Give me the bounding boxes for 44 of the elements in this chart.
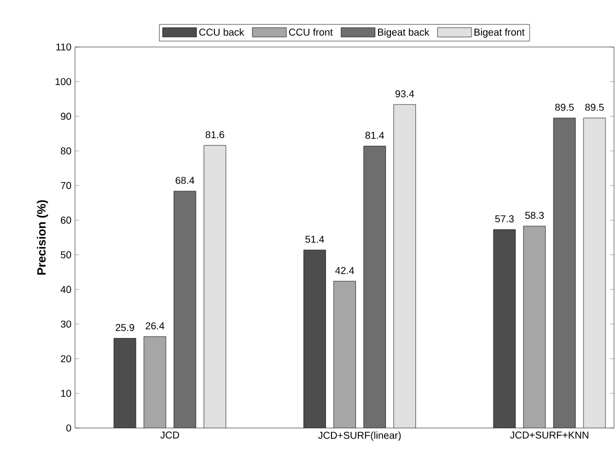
bar [393,104,416,428]
data-label: 93.4 [395,90,414,98]
y-tick-label: 50 [60,251,72,258]
y-tick-label: 0 [66,424,72,432]
legend-label: Bigeat back [378,28,430,38]
legend-label: CCU back [199,28,244,36]
bar [204,145,226,428]
bar [523,226,546,428]
bar [553,118,576,428]
data-label: 25.9 [116,324,134,332]
y-tick-label: 80 [60,147,72,154]
data-label: 58.3 [525,212,544,219]
y-tick-label: 100 [56,78,72,86]
data-label: 26.4 [146,322,164,330]
y-tick-label: 30 [60,320,72,328]
data-label: 68.4 [176,176,194,184]
y-tick-label: 90 [60,112,72,120]
bar [583,118,606,428]
bar [114,338,136,428]
x-tick-label: JCD+SURF+KNN [510,432,588,439]
y-tick-label: 60 [60,216,72,224]
bar [363,146,386,428]
bar [493,229,516,428]
data-label: 89.5 [555,104,574,111]
data-label: 81.4 [365,132,384,139]
y-axis-title: Precision (%) [36,200,48,275]
y-tick-label: 10 [61,390,72,397]
y-tick-label: 110 [56,43,72,51]
data-label: 81.6 [206,131,224,138]
bar [144,336,166,428]
y-tick-label: 40 [60,286,72,293]
y-tick-label: 70 [60,182,72,190]
x-tick-label: JCD [160,432,180,439]
data-label: 57.3 [495,215,514,222]
x-tick-label: JCD+SURF(linear) [318,432,401,441]
bar [174,190,196,428]
legend-label: Bigeat front [474,28,525,38]
data-label: 51.4 [305,236,324,243]
bar [333,280,356,428]
y-tick-label: 20 [60,355,72,362]
data-label: 89.5 [585,104,604,111]
data-label: 42.4 [335,266,354,274]
legend-label: CCU front [289,28,333,36]
bar [303,250,326,428]
